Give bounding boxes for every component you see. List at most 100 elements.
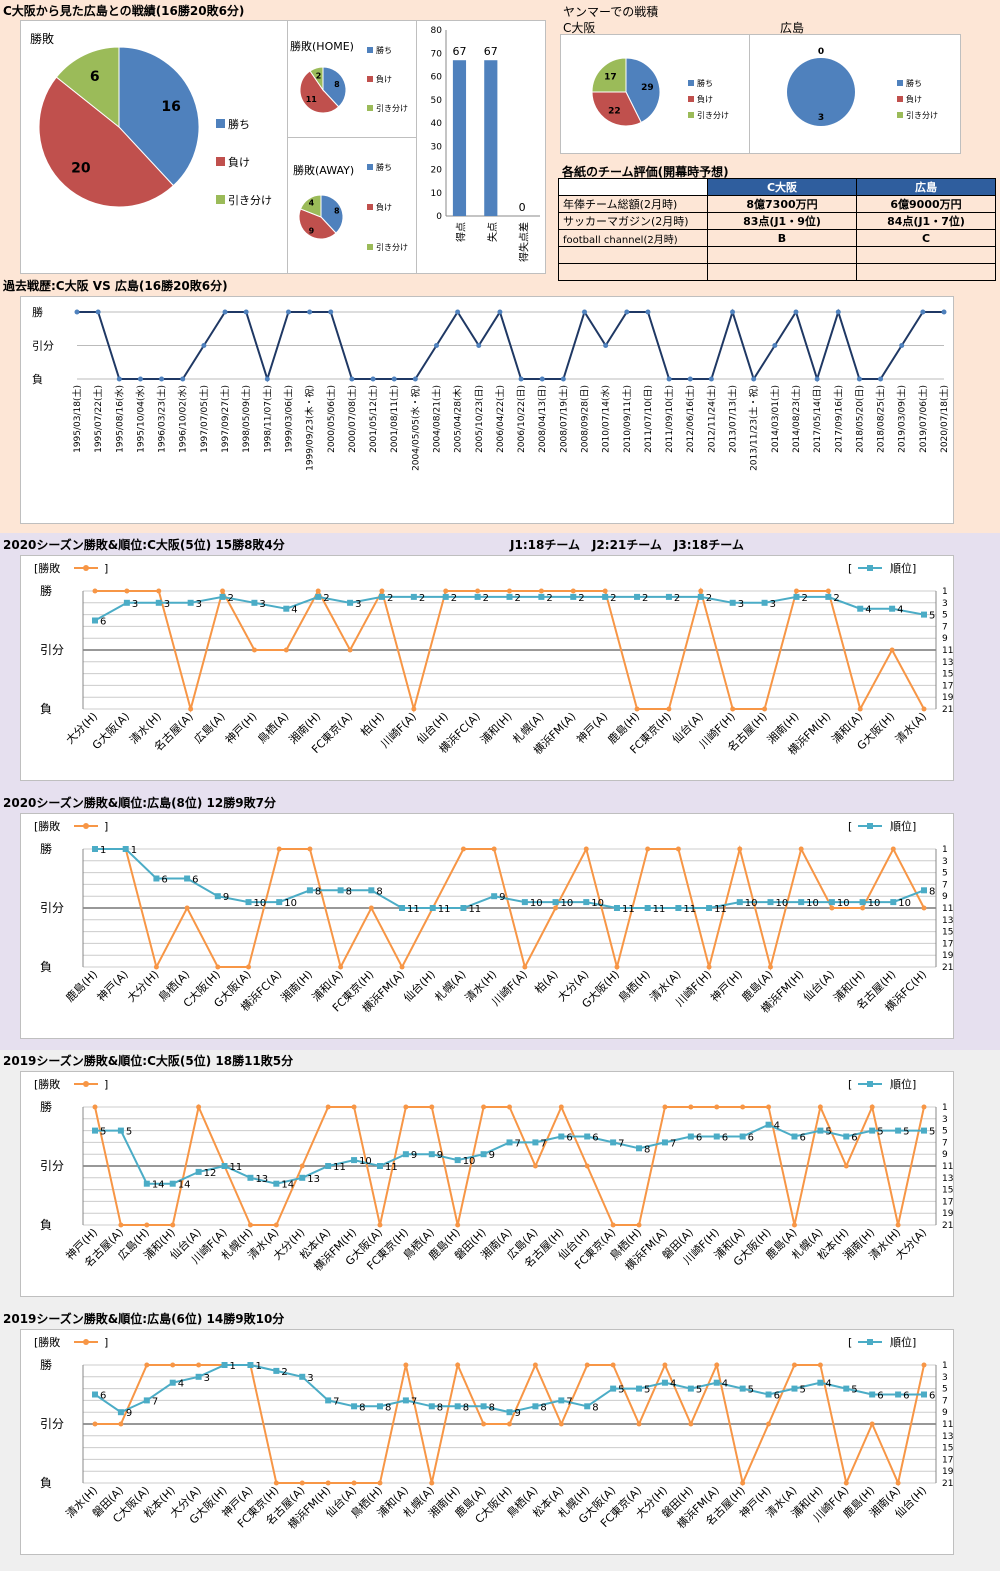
data-point xyxy=(730,309,736,315)
result-point xyxy=(666,706,672,712)
rank-point xyxy=(675,905,682,911)
rank-point xyxy=(798,899,805,906)
season-title-1: 2020シーズン勝敗&順位:C大阪(5位) 15勝8敗4分 xyxy=(3,538,285,552)
rank-point xyxy=(402,1151,409,1158)
eval-row: football channel(2月時) B C xyxy=(558,229,996,247)
rank-point xyxy=(890,899,897,906)
x-tick-label: 1999/03/06(土) xyxy=(282,385,294,453)
rank-data-label: 5 xyxy=(100,1127,106,1138)
data-point xyxy=(814,376,820,382)
eval-cell xyxy=(856,246,996,264)
rank-point xyxy=(610,1385,617,1392)
rank-data-label: 4 xyxy=(865,605,871,616)
rank-data-label: 11 xyxy=(407,904,420,915)
result-series-line xyxy=(95,845,925,971)
result-point xyxy=(737,846,743,852)
x-tick-label: 2013/11/23(土・祝) xyxy=(748,385,760,471)
result-point xyxy=(124,588,130,594)
x-tick-label: 2008/09/28(日) xyxy=(580,385,591,453)
data-point xyxy=(560,376,566,382)
bar xyxy=(452,60,467,216)
rank-data-label: 2 xyxy=(323,593,329,604)
y-tick-label: 負 xyxy=(40,1218,52,1232)
result-point xyxy=(740,1480,746,1486)
data-point xyxy=(920,309,926,315)
result-point xyxy=(921,706,927,712)
result-point xyxy=(583,846,589,852)
rank-data-label: 10 xyxy=(868,898,881,909)
pie-slice-label: 8 xyxy=(334,206,340,215)
rank-point xyxy=(187,599,194,606)
season-panel-4 xyxy=(20,1329,954,1555)
rank-point xyxy=(825,593,832,600)
pie-slice xyxy=(625,57,661,124)
x-tick-label: 2004/05/05(水・祝) xyxy=(409,385,421,471)
x-tick-label: 2012/06/16(土) xyxy=(684,385,696,453)
eval-title: 各紙のチーム評価(開幕時予想) xyxy=(562,165,729,179)
legend-result-marker xyxy=(83,1339,89,1345)
data-point xyxy=(116,376,122,382)
rank-tick-label: 1 xyxy=(942,587,948,597)
x-tick-label: 2000/05/06(土) xyxy=(325,385,337,453)
y-tick-label: 勝 xyxy=(32,305,43,319)
rank-data-label: 3 xyxy=(770,599,776,610)
rank-tick-label: 5 xyxy=(942,869,948,879)
rank-data-label: 10 xyxy=(530,898,543,909)
rank-point xyxy=(454,1157,461,1164)
x-tick-label: 2010/09/11(土) xyxy=(621,385,633,453)
data-point xyxy=(137,376,143,382)
rank-data-label: 7 xyxy=(152,1396,158,1407)
pie-slice xyxy=(591,57,627,93)
x-tick-label: 1995/10/04(水) xyxy=(134,385,146,453)
rank-data-label: 3 xyxy=(196,599,202,610)
legend-label: 負け xyxy=(906,94,922,104)
rank-data-label: 10 xyxy=(463,1156,476,1167)
eval-row xyxy=(558,246,996,264)
result-point xyxy=(273,1222,279,1228)
rank-data-label: 2 xyxy=(515,593,521,604)
rank-data-label: 4 xyxy=(291,605,297,616)
pie-slice-label: 0 xyxy=(818,47,824,57)
rank-data-label: 14 xyxy=(281,1180,294,1191)
rank-data-label: 11 xyxy=(714,904,727,915)
rank-tick-label: 17 xyxy=(942,1197,953,1207)
legend-result-end: ] xyxy=(104,1078,108,1091)
eval-cell: 8億7300万円 xyxy=(707,195,857,213)
result-point xyxy=(246,964,252,970)
rank-tick-label: 17 xyxy=(942,939,953,949)
legend-label: 勝ち xyxy=(376,162,392,172)
goals-bar-svg: 0 10 20 30 40 50 60 70 80 67 得点 67 失点 0 得失点差 xyxy=(431,26,540,262)
rank-point xyxy=(143,1180,150,1187)
result-point xyxy=(347,647,353,653)
rank-point xyxy=(538,593,545,600)
rank-tick-label: 17 xyxy=(942,681,953,691)
result-point xyxy=(196,1104,202,1110)
x-tick-label: 川崎F(A) xyxy=(378,709,419,750)
data-point xyxy=(264,376,270,382)
rank-point xyxy=(368,887,375,894)
result-point xyxy=(798,846,804,852)
x-tick-label: 1998/05/09(土) xyxy=(240,385,252,453)
rank-data-label: 11 xyxy=(333,1162,346,1173)
rank-point xyxy=(613,905,620,911)
rank-tick-label: 5 xyxy=(942,1385,948,1395)
pie-slice xyxy=(299,194,322,218)
series-line xyxy=(77,308,944,383)
eval-header-cosaka: C大阪 xyxy=(707,178,857,196)
rank-tick-label: 11 xyxy=(942,904,953,914)
pie-slice-label: 9 xyxy=(309,227,315,236)
y-tick-label: 引分 xyxy=(40,901,64,915)
rank-data-label: 6 xyxy=(929,1391,935,1402)
result-point xyxy=(921,905,927,911)
x-tick-label: 鹿島(H) xyxy=(63,967,100,1004)
y-tick-label: 引分 xyxy=(40,1417,64,1431)
season-title-3: 2019シーズン勝敗&順位:C大阪(5位) 18勝11敗5分 xyxy=(3,1054,294,1068)
x-tick-label: 仙台(H) xyxy=(400,967,437,1004)
x-tick-label: 2000/07/08(土) xyxy=(346,385,358,453)
result-point xyxy=(869,1421,875,1427)
legend-label: 負け xyxy=(376,74,392,84)
legend-rank-marker xyxy=(867,823,873,829)
rank-point xyxy=(376,1163,383,1169)
result-point xyxy=(481,1421,487,1427)
